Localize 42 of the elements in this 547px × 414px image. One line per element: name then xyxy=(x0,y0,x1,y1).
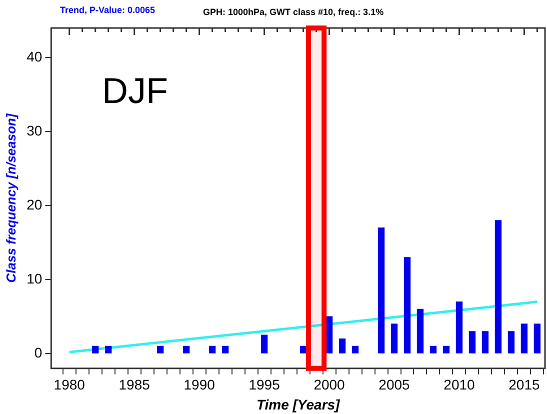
bar xyxy=(182,346,190,354)
bar xyxy=(416,308,424,354)
y-tick-label: 40 xyxy=(26,48,42,64)
bar xyxy=(260,334,268,354)
x-tick-label: 1980 xyxy=(54,376,86,393)
bar xyxy=(482,331,489,354)
bar xyxy=(430,346,437,354)
x-axis-title: Time [Years] xyxy=(256,396,342,412)
chart-subtitle: Trend, P-Value: 0.0065 xyxy=(60,5,156,15)
bar xyxy=(157,346,164,354)
chart-title: GPH: 1000hPa, GWT class #10, freq.: 3.1% xyxy=(203,7,384,17)
bar xyxy=(404,257,411,354)
y-axis-title: Class frequency [n/season] xyxy=(3,113,18,283)
x-tick-label: 1995 xyxy=(248,376,280,393)
bar xyxy=(390,324,398,354)
bar xyxy=(534,324,541,354)
y-tick-label: 10 xyxy=(26,270,42,286)
bar xyxy=(352,346,359,354)
x-tick-label: 2005 xyxy=(378,376,410,393)
x-tick-label: 1990 xyxy=(184,376,216,393)
x-tick-label: 2000 xyxy=(314,376,346,393)
y-tick-label: 0 xyxy=(34,344,42,360)
annotation: DJF xyxy=(102,70,168,112)
bar xyxy=(222,346,229,354)
bar xyxy=(442,346,450,354)
x-tick-label: 2015 xyxy=(508,376,540,393)
x-tick-label: 1985 xyxy=(118,376,150,393)
bar xyxy=(494,220,502,354)
x-tick-label: 2010 xyxy=(444,376,476,393)
y-tick-label: 20 xyxy=(26,196,42,212)
y-tick-label: 30 xyxy=(26,122,42,138)
bar xyxy=(508,331,515,354)
bar xyxy=(208,346,216,354)
bar xyxy=(338,338,346,354)
bar xyxy=(300,346,307,354)
bar xyxy=(105,346,112,354)
bar xyxy=(468,331,476,354)
bar xyxy=(378,227,385,354)
bar xyxy=(92,346,99,354)
bar xyxy=(520,324,528,354)
bar xyxy=(326,316,333,354)
bar xyxy=(456,301,463,354)
